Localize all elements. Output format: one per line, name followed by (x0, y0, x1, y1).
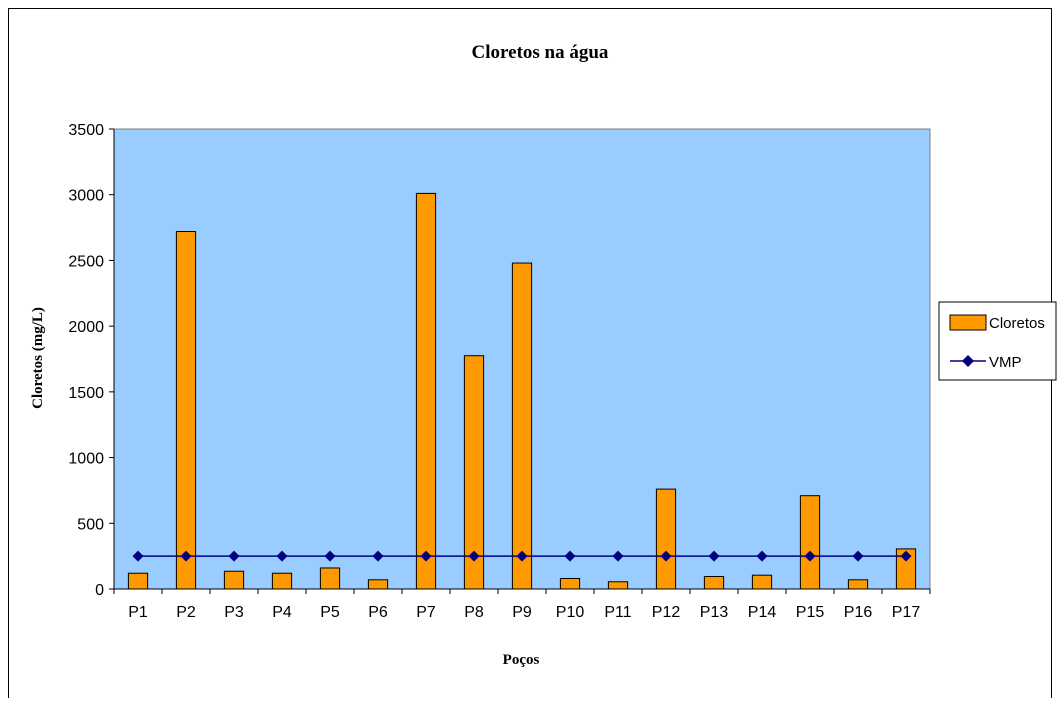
y-axis: 0 500 1000 1500 2000 2500 3000 3500 (68, 122, 115, 599)
bar-cloretos (895, 548, 917, 590)
vmp-point (708, 550, 720, 562)
vmp-point (372, 550, 384, 562)
y-tick-label: 500 (77, 516, 104, 533)
vmp-point (132, 550, 144, 562)
x-tick-label: P5 (320, 604, 340, 621)
legend-label-cloretos: Cloretos (989, 315, 1045, 332)
x-tick-label: P17 (892, 604, 921, 621)
bar-cloretos (271, 572, 293, 590)
y-tick-label: 2000 (68, 319, 104, 336)
bar-cloretos (655, 488, 677, 590)
vmp-point (900, 550, 912, 562)
bar-cloretos (559, 577, 581, 590)
y-tick-label: 1500 (68, 385, 104, 402)
y-tick-label: 3000 (68, 188, 104, 205)
x-tick-label: P15 (796, 604, 825, 621)
legend-marker-vmp (962, 355, 974, 367)
y-tick-label: 1000 (68, 451, 104, 468)
x-tick-label: P4 (272, 604, 292, 621)
x-tick-label: P11 (604, 604, 631, 621)
bars-cloretos (127, 192, 917, 590)
vmp-point (276, 550, 288, 562)
bar-cloretos (703, 576, 725, 590)
x-tick-label: P10 (556, 604, 585, 621)
y-tick-label: 3500 (68, 122, 104, 139)
x-tick-label: P8 (464, 604, 484, 621)
vmp-point (612, 550, 624, 562)
x-tick-label: P2 (176, 604, 196, 621)
bar-cloretos (415, 192, 437, 590)
vmp-point (804, 550, 816, 562)
bar-cloretos (607, 581, 629, 590)
line-vmp (132, 550, 912, 562)
bar-cloretos (367, 579, 389, 590)
x-tick-label: P13 (700, 604, 729, 621)
x-tick-label: P12 (652, 604, 681, 621)
vmp-point (852, 550, 864, 562)
x-tick-label: P14 (748, 604, 777, 621)
x-axis: P1 P2 P3 P4 P5 P6 P7 P8 P9 P10 P11 P12 P13 P14 P15 P16 P… (113, 588, 931, 621)
vmp-point (468, 550, 480, 562)
x-tick-label: P3 (224, 604, 244, 621)
bar-cloretos (223, 570, 245, 590)
vmp-point (564, 550, 576, 562)
x-tick-label: P1 (128, 604, 148, 621)
vmp-point (324, 550, 336, 562)
y-tick-label: 0 (95, 582, 104, 599)
x-tick-label: P16 (844, 604, 873, 621)
y-tick-label: 2500 (68, 253, 104, 270)
bar-cloretos (511, 262, 533, 590)
vmp-point (180, 550, 192, 562)
x-axis-label: Poços (503, 652, 540, 668)
vmp-point (420, 550, 432, 562)
legend: Cloretos VMP (938, 301, 1057, 381)
x-tick-label: P7 (416, 604, 436, 621)
bar-cloretos (799, 495, 821, 590)
bar-cloretos (127, 572, 149, 590)
x-tick-label: P9 (512, 604, 532, 621)
vmp-point (516, 550, 528, 562)
legend-label-vmp: VMP (989, 354, 1022, 371)
bar-cloretos (463, 355, 485, 590)
bar-cloretos (175, 231, 197, 590)
bar-cloretos (847, 579, 869, 590)
bar-cloretos (319, 567, 341, 590)
bar-cloretos (751, 574, 773, 590)
chart-title: Cloretos na água (472, 42, 609, 63)
legend-swatch-cloretos (949, 314, 987, 331)
vmp-point (660, 550, 672, 562)
x-tick-label: P6 (368, 604, 388, 621)
y-axis-label: Cloretos (mg/L) (30, 307, 46, 409)
vmp-point (228, 550, 240, 562)
vmp-point (756, 550, 768, 562)
